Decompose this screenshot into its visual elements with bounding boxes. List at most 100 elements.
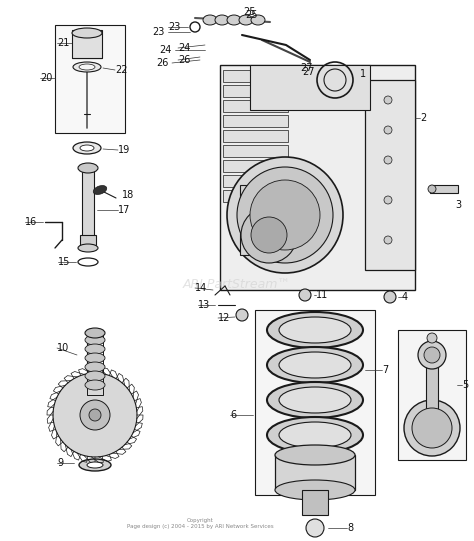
Circle shape: [384, 236, 392, 244]
Ellipse shape: [73, 142, 101, 154]
Text: 7: 7: [382, 365, 388, 375]
Ellipse shape: [227, 15, 241, 25]
Ellipse shape: [85, 344, 105, 354]
Bar: [220, 65, 415, 290]
Text: 19: 19: [118, 145, 130, 155]
Text: 26: 26: [156, 58, 169, 68]
Bar: [72, 30, 102, 58]
Text: 4: 4: [402, 292, 408, 302]
Ellipse shape: [267, 382, 363, 418]
Ellipse shape: [241, 207, 297, 263]
Ellipse shape: [73, 62, 101, 72]
Bar: [223, 190, 288, 202]
Bar: [82, 165, 94, 240]
Bar: [223, 130, 288, 142]
Circle shape: [404, 400, 460, 456]
Circle shape: [412, 408, 452, 448]
Circle shape: [384, 96, 392, 104]
Circle shape: [418, 341, 446, 369]
Text: 16: 16: [25, 217, 37, 227]
Circle shape: [384, 291, 396, 303]
Ellipse shape: [279, 352, 351, 378]
Text: 27: 27: [302, 67, 315, 77]
Bar: [223, 85, 288, 97]
Text: 6: 6: [230, 410, 236, 420]
Bar: [365, 80, 415, 270]
Bar: [275, 455, 355, 490]
Bar: [223, 175, 288, 187]
Bar: [55, 25, 125, 133]
Ellipse shape: [87, 462, 103, 468]
Ellipse shape: [251, 217, 287, 253]
Circle shape: [428, 185, 436, 193]
Circle shape: [384, 196, 392, 204]
Text: 24: 24: [178, 43, 191, 53]
Text: Copyright
Page design (c) 2004 - 2015 by ARI Network Services: Copyright Page design (c) 2004 - 2015 by…: [127, 518, 273, 529]
Text: 12: 12: [218, 313, 230, 323]
Text: 23: 23: [168, 22, 181, 32]
Ellipse shape: [251, 15, 265, 25]
Bar: [250, 65, 370, 110]
Text: 18: 18: [122, 190, 134, 200]
Bar: [87, 330, 103, 395]
Text: 1: 1: [360, 69, 366, 79]
Text: 26: 26: [178, 55, 191, 65]
Ellipse shape: [215, 15, 229, 25]
Circle shape: [53, 373, 137, 457]
Circle shape: [384, 126, 392, 134]
Circle shape: [80, 400, 110, 430]
Text: ARI PartStream™: ARI PartStream™: [183, 279, 291, 292]
Bar: [426, 365, 438, 430]
Text: 14: 14: [195, 283, 207, 293]
Ellipse shape: [250, 180, 320, 250]
Ellipse shape: [85, 353, 105, 363]
Text: 22: 22: [115, 65, 128, 75]
Ellipse shape: [85, 362, 105, 372]
Circle shape: [427, 333, 437, 343]
Bar: [223, 145, 288, 157]
Ellipse shape: [79, 64, 95, 70]
Ellipse shape: [203, 15, 217, 25]
Ellipse shape: [78, 163, 98, 173]
Circle shape: [384, 156, 392, 164]
Circle shape: [306, 519, 324, 537]
Ellipse shape: [279, 387, 351, 413]
Text: 21: 21: [57, 38, 69, 48]
Text: 8: 8: [347, 523, 353, 533]
Ellipse shape: [80, 145, 94, 151]
Ellipse shape: [267, 417, 363, 453]
Ellipse shape: [85, 380, 105, 390]
Ellipse shape: [237, 167, 333, 263]
Ellipse shape: [279, 422, 351, 448]
Text: 25: 25: [244, 7, 256, 17]
Bar: [223, 115, 288, 127]
Bar: [80, 235, 96, 245]
Bar: [430, 185, 458, 193]
Text: 24: 24: [160, 45, 172, 55]
Ellipse shape: [78, 244, 98, 252]
Circle shape: [89, 409, 101, 421]
Text: 2: 2: [420, 113, 426, 123]
Ellipse shape: [79, 459, 111, 471]
Ellipse shape: [239, 15, 253, 25]
Bar: [240, 185, 298, 255]
Ellipse shape: [275, 445, 355, 465]
Text: 5: 5: [462, 380, 468, 390]
Ellipse shape: [267, 312, 363, 348]
Circle shape: [424, 347, 440, 363]
Bar: [223, 100, 288, 112]
Ellipse shape: [227, 157, 343, 273]
Text: 9: 9: [57, 458, 63, 468]
Bar: [398, 330, 466, 460]
Text: 23: 23: [153, 27, 165, 37]
Text: 20: 20: [40, 73, 52, 83]
Text: 25: 25: [246, 10, 258, 20]
Text: 11: 11: [316, 290, 328, 300]
Ellipse shape: [72, 28, 102, 38]
Circle shape: [236, 309, 248, 321]
Ellipse shape: [279, 317, 351, 343]
Ellipse shape: [85, 371, 105, 381]
Ellipse shape: [85, 328, 105, 338]
Text: 10: 10: [57, 343, 69, 353]
Ellipse shape: [93, 186, 107, 194]
